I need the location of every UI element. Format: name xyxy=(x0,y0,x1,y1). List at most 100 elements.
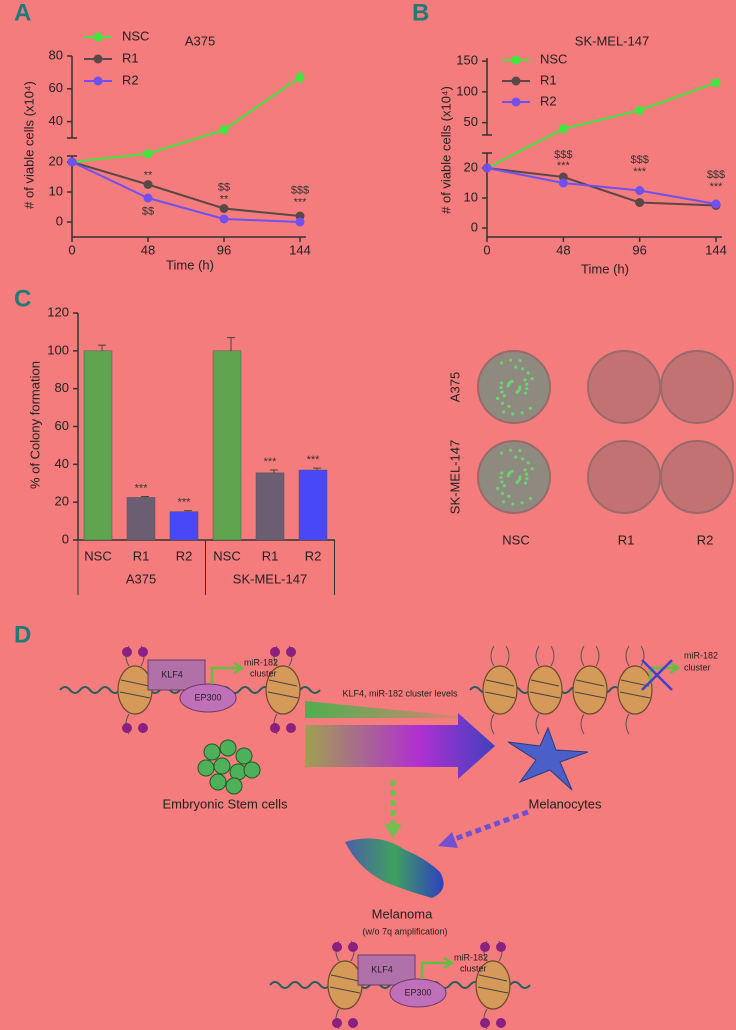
x-axis-label: Time (h) xyxy=(166,257,214,272)
bar xyxy=(212,350,242,541)
y-tick-label: 40 xyxy=(55,456,69,471)
colony xyxy=(511,502,515,506)
annotation: $$ xyxy=(218,181,230,193)
histone-mark xyxy=(122,723,132,733)
series-line xyxy=(486,81,717,169)
colony xyxy=(495,486,500,491)
klf4-label: KLF4 xyxy=(161,669,183,679)
colony xyxy=(500,381,504,385)
colony xyxy=(507,404,511,408)
mir-label: cluster xyxy=(460,963,487,973)
y-tick-label: 100 xyxy=(456,83,478,98)
y-axis-label: # of viable cells (x10⁴) xyxy=(438,86,453,214)
ep300-shape xyxy=(179,683,237,713)
colony xyxy=(499,361,504,365)
colony xyxy=(500,471,504,475)
colony xyxy=(525,477,529,481)
colony xyxy=(499,451,504,455)
stem-cell xyxy=(229,763,247,781)
marker xyxy=(635,186,645,195)
series-line xyxy=(71,161,301,217)
tss-arrow xyxy=(420,956,455,979)
annotation: *** xyxy=(294,196,308,208)
legend-label: R1 xyxy=(122,50,139,65)
nucleosome-wrap xyxy=(267,679,299,699)
marker xyxy=(219,125,229,135)
legend-marker xyxy=(93,54,103,64)
colony xyxy=(502,484,507,488)
annotation: ** xyxy=(220,193,229,205)
colony xyxy=(518,359,522,363)
histone-mark xyxy=(348,942,358,952)
histone-tail xyxy=(625,645,645,735)
x-tick-label: 96 xyxy=(217,242,231,257)
x-tick-label: NSC xyxy=(213,548,240,563)
esc-label: Embryonic Stem cells xyxy=(163,796,288,811)
x-tick-label: 48 xyxy=(141,242,155,257)
y-tick-label: 20 xyxy=(55,494,69,509)
marker xyxy=(558,178,568,188)
series-line xyxy=(71,76,301,163)
colony xyxy=(500,401,505,405)
marker xyxy=(67,157,77,167)
annotation: ** xyxy=(144,169,153,181)
legend-label: R1 xyxy=(540,72,557,87)
y-tick-label: 80 xyxy=(55,380,69,395)
y-tick-label: 150 xyxy=(456,53,478,68)
legend-marker xyxy=(93,32,103,42)
plate xyxy=(660,350,734,424)
colony xyxy=(520,501,524,505)
colony xyxy=(515,390,519,394)
stem-cell xyxy=(219,739,237,757)
nucleosome-wrap xyxy=(329,974,361,994)
nucleosome-wrap xyxy=(529,679,561,699)
legend-label: NSC xyxy=(122,28,149,43)
nucleosome xyxy=(475,960,511,1010)
colony xyxy=(526,371,530,375)
annotation: $$$ xyxy=(291,184,309,196)
y-axis-label: % of Colony formation xyxy=(27,361,42,489)
series-line xyxy=(486,167,717,205)
histone-mark xyxy=(496,942,506,952)
melanocytes-label: Melanocytes xyxy=(529,796,602,811)
annotation: $$$ xyxy=(630,154,648,166)
colony xyxy=(500,390,504,394)
marker xyxy=(295,217,305,227)
colony xyxy=(530,467,534,471)
marker xyxy=(711,199,721,209)
row-label: SK-MEL-147 xyxy=(447,440,462,514)
y-tick-label: 40 xyxy=(49,113,63,128)
chart-title: A375 xyxy=(185,33,215,48)
ep300-shape xyxy=(389,978,447,1008)
histone-mark xyxy=(286,647,296,657)
mir-label: cluster xyxy=(684,662,711,672)
histone-mark xyxy=(122,647,132,657)
nucleosome xyxy=(117,665,153,715)
y-tick-label: 20 xyxy=(49,153,63,168)
colony xyxy=(500,480,504,484)
chart-title: SK-MEL-147 xyxy=(575,33,649,48)
colony xyxy=(501,500,506,504)
y-tick-label: 10 xyxy=(464,189,478,204)
marker xyxy=(482,163,492,173)
panel-letter: D xyxy=(14,621,31,648)
bar xyxy=(298,469,328,541)
histone-mark xyxy=(496,1018,506,1028)
colony xyxy=(510,469,514,473)
x-tick-label: 48 xyxy=(556,242,570,257)
colony xyxy=(499,475,503,480)
legend-label: R2 xyxy=(122,72,139,87)
plate xyxy=(660,440,734,514)
histone-mark xyxy=(332,1018,342,1028)
stem-cell xyxy=(209,773,227,791)
colony xyxy=(530,377,534,381)
mir-label: miR-182 xyxy=(684,650,718,660)
panel-letter: C xyxy=(14,285,31,312)
plate xyxy=(477,350,551,424)
histone-mark xyxy=(480,1018,490,1028)
colony xyxy=(523,391,528,395)
annotation: $$$ xyxy=(707,169,725,181)
nucleosome xyxy=(265,665,301,715)
colony xyxy=(502,394,507,398)
series-line xyxy=(71,161,301,223)
